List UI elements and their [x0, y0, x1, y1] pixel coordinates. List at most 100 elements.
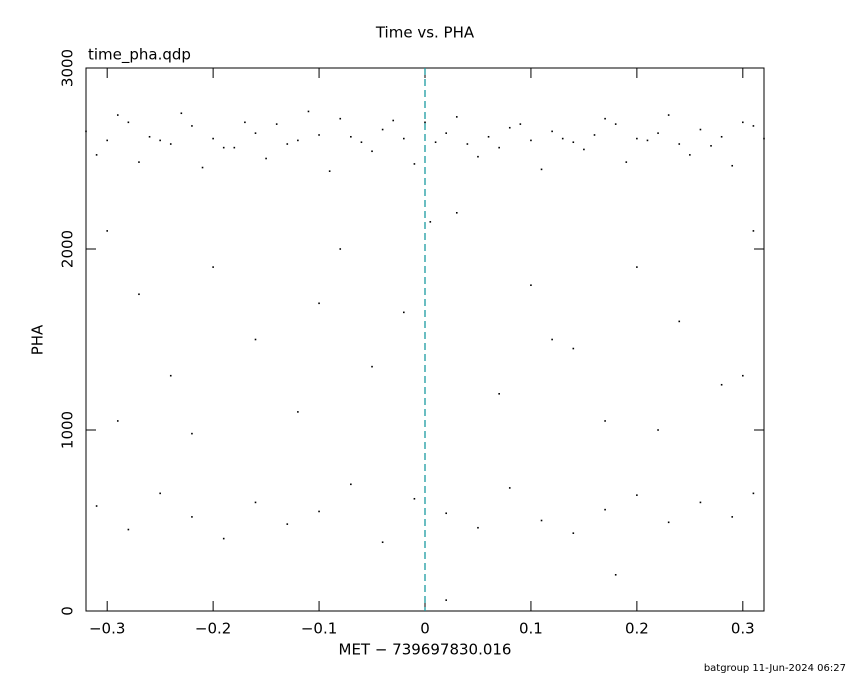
point — [731, 164, 734, 167]
point — [339, 117, 342, 120]
point — [720, 383, 723, 386]
point — [445, 599, 447, 601]
point — [604, 117, 606, 120]
point — [392, 119, 395, 122]
point — [159, 139, 161, 142]
point — [180, 112, 183, 115]
point — [191, 516, 193, 518]
point — [116, 114, 119, 116]
point — [561, 137, 564, 140]
point — [752, 125, 755, 127]
point — [445, 132, 447, 134]
point — [116, 420, 119, 422]
point — [360, 141, 363, 144]
point — [297, 411, 299, 413]
point — [466, 143, 469, 145]
point — [403, 137, 405, 140]
point — [318, 134, 320, 136]
point — [699, 128, 702, 131]
point — [636, 494, 638, 496]
point — [148, 135, 151, 138]
point — [540, 168, 543, 171]
y-tick-label: 1000 — [59, 411, 77, 449]
x-tick-label: 0 — [420, 620, 430, 638]
point — [339, 248, 342, 250]
point — [593, 134, 596, 136]
x-tick-label: −0.3 — [89, 620, 125, 638]
point — [508, 487, 511, 489]
point — [742, 121, 744, 124]
x-tick-label: 0.1 — [519, 620, 543, 638]
point — [222, 146, 225, 149]
point — [318, 302, 320, 305]
chart-title: Time vs. PHA — [375, 24, 475, 42]
point — [678, 143, 681, 145]
point — [138, 161, 140, 163]
point — [530, 284, 532, 286]
point — [731, 516, 734, 518]
point — [636, 266, 638, 268]
point — [434, 141, 437, 144]
point — [752, 230, 755, 232]
point — [477, 526, 479, 529]
point — [212, 137, 214, 140]
point — [169, 374, 172, 377]
point — [350, 135, 352, 138]
point — [508, 126, 511, 129]
point — [477, 155, 479, 158]
y-tick-label: 2000 — [59, 230, 77, 268]
point — [254, 501, 257, 504]
point — [551, 338, 553, 341]
point — [95, 154, 98, 156]
point — [424, 121, 426, 124]
point — [667, 521, 670, 524]
point — [381, 128, 384, 131]
point — [297, 139, 299, 142]
point — [159, 492, 161, 495]
y-tick-label: 0 — [59, 606, 77, 616]
point — [498, 146, 500, 149]
x-tick-label: −0.2 — [195, 620, 231, 638]
y-tick-label: 3000 — [59, 49, 77, 87]
x-axis-label: MET − 739697830.016 — [339, 641, 512, 659]
point — [445, 512, 447, 515]
point — [286, 523, 289, 525]
point — [572, 141, 575, 144]
footer: batgroup 11-Jun-2024 06:27 — [704, 663, 846, 674]
point — [138, 293, 140, 296]
point — [191, 432, 193, 435]
point — [710, 145, 712, 147]
point — [233, 146, 236, 149]
point — [636, 137, 638, 140]
point — [455, 212, 458, 214]
point — [572, 347, 575, 350]
point — [212, 266, 214, 268]
y-axis-label: PHA — [29, 324, 47, 355]
point — [328, 170, 331, 172]
point — [413, 497, 416, 500]
point — [742, 374, 744, 377]
point — [646, 139, 649, 142]
point — [530, 139, 532, 142]
point — [455, 116, 458, 118]
point — [498, 393, 500, 395]
point — [540, 519, 543, 522]
point — [763, 137, 765, 140]
point — [106, 230, 108, 232]
point — [254, 132, 257, 134]
point — [583, 148, 585, 151]
chart-subtitle: time_pha.qdp — [88, 46, 191, 65]
point — [85, 130, 87, 133]
point — [551, 130, 553, 133]
point — [191, 125, 193, 127]
point — [487, 135, 490, 138]
point — [201, 166, 204, 169]
x-tick-label: 0.2 — [625, 620, 649, 638]
point — [244, 121, 246, 124]
point — [381, 541, 384, 544]
point — [572, 532, 575, 534]
point — [318, 510, 320, 513]
point — [657, 132, 659, 134]
point — [413, 163, 416, 165]
point — [689, 154, 691, 156]
